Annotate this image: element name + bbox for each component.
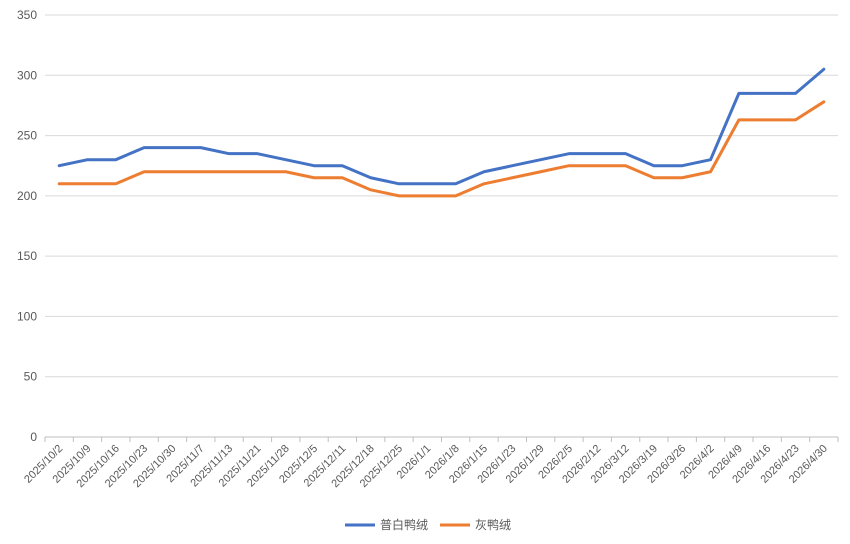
legend-label-1: 灰鸭绒: [475, 518, 511, 532]
y-tick-label: 250: [17, 129, 37, 143]
y-tick-label: 200: [17, 189, 37, 203]
x-axis: [44, 436, 839, 442]
y-tick-label: 150: [17, 249, 37, 263]
y-tick-label: 50: [24, 370, 38, 384]
y-tick-label: 100: [17, 309, 37, 323]
y-tick-label: 300: [17, 68, 37, 82]
y-tick-label: 350: [17, 8, 37, 22]
series-line-0: [57, 67, 826, 186]
series-line-1: [57, 100, 826, 198]
series-lines: [57, 67, 826, 198]
y-axis-ticks: 0 50 100 150 200 250 300 350: [17, 8, 37, 444]
y-tick-label: 0: [30, 430, 37, 444]
legend-label-0: 普白鸭绒: [380, 517, 428, 532]
gridlines: [45, 14, 838, 378]
legend: 普白鸭绒 灰鸭绒: [345, 517, 511, 532]
x-axis-ticks: 2025/10/22025/10/92025/10/162025/10/2320…: [22, 443, 830, 490]
